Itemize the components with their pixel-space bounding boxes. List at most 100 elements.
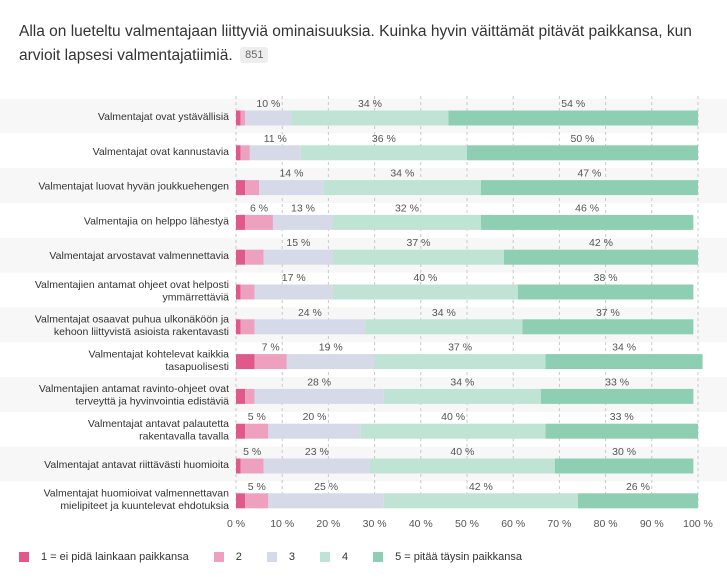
bar-segment: [369, 458, 555, 474]
data-label: 33 %: [610, 411, 634, 423]
bar-segment: [249, 145, 301, 161]
bar-segment: [522, 319, 694, 335]
bar-segment: [577, 493, 698, 509]
bar-segment: [374, 354, 546, 370]
bar-segment: [245, 423, 269, 439]
data-label: 14 %: [279, 168, 303, 180]
bar-segment: [236, 110, 241, 126]
bar-segment: [245, 493, 269, 509]
bar-segment: [245, 110, 292, 126]
legend-swatch: [319, 552, 330, 562]
x-tick-label: 80 %: [594, 518, 618, 530]
data-label: 6 %: [250, 202, 268, 214]
data-label: 42 %: [469, 481, 493, 493]
category-label: Valmentajat luovat hyvän joukkuehengen: [38, 181, 229, 193]
data-label: 38 %: [594, 272, 618, 284]
bar-segment: [236, 214, 246, 230]
bar-segment: [236, 388, 246, 404]
bar-segment: [333, 249, 504, 265]
bar-segment: [245, 214, 273, 230]
bar-segment: [263, 249, 334, 265]
bar-segment: [360, 423, 546, 439]
bar-segment: [240, 145, 250, 161]
data-label: 11 %: [264, 133, 287, 145]
bar-segment: [240, 284, 255, 300]
x-tick-label: 40 %: [409, 518, 433, 530]
x-tick-label: 70 %: [547, 518, 571, 530]
data-label: 26 %: [626, 481, 650, 493]
chart-title: Alla on lueteltu valmentajaan liittyviä …: [19, 23, 692, 64]
data-label: 34 %: [612, 342, 636, 354]
data-label: 54 %: [561, 98, 585, 110]
data-label: 15 %: [286, 237, 310, 249]
legend-swatch: [213, 552, 224, 562]
legend-swatch: [266, 552, 277, 562]
bar-segment: [245, 180, 260, 196]
bar-segment: [480, 180, 698, 196]
x-tick-label: 10 %: [270, 518, 294, 530]
data-label: 46 %: [575, 202, 599, 214]
data-label: 5 %: [248, 481, 266, 493]
x-tick-label: 50 %: [455, 518, 479, 530]
bar-segment: [236, 354, 255, 370]
legend-item: 4: [319, 551, 349, 563]
legend-label: 2: [235, 551, 242, 563]
bar-segment: [240, 458, 264, 474]
data-label: 19 %: [319, 342, 343, 354]
x-tick-label: 30 %: [363, 518, 387, 530]
category-label: Valmentajat antavat palautetta rakentaval…: [88, 418, 229, 443]
data-label: 40 %: [441, 411, 465, 423]
bar-segment: [300, 145, 467, 161]
category-label: Valmentajien antamat ohjeet ovat helpost…: [35, 279, 229, 304]
bar-segment: [236, 249, 246, 265]
bar-segment: [545, 423, 698, 439]
category-label: Valmentajia on helppo lähestyä: [84, 215, 229, 227]
bar-segment: [236, 423, 246, 439]
category-label: Valmentajat ovat kannustavia: [93, 146, 230, 158]
bar-segment: [245, 249, 264, 265]
bar-segment: [236, 180, 246, 196]
legend-item: 2: [213, 551, 242, 563]
bar-segment: [333, 284, 518, 300]
response-count-badge: 851: [240, 47, 269, 63]
data-label: 20 %: [303, 411, 327, 423]
bar-segment: [365, 319, 523, 335]
legend-swatch: [373, 552, 384, 562]
category-label: Valmentajat huomioivat valmennettavan mie…: [44, 488, 230, 513]
data-label: 33 %: [605, 376, 629, 388]
data-label: 37 %: [448, 342, 472, 354]
data-label: 36 %: [372, 133, 396, 145]
bar-segment: [236, 319, 241, 335]
bar-segment: [540, 388, 694, 404]
x-tick-label: 60 %: [501, 518, 525, 530]
bar-segment: [236, 284, 241, 300]
bar-segment: [263, 458, 370, 474]
data-label: 42 %: [589, 237, 613, 249]
legend-item: 3: [266, 551, 295, 563]
data-label: 5 %: [248, 411, 266, 423]
category-label: Valmentajat ovat ystävällisiä: [98, 111, 229, 123]
bar-segment: [554, 458, 694, 474]
data-label: 37 %: [596, 307, 620, 319]
bar-segment: [383, 388, 541, 404]
bar-segment: [240, 319, 255, 335]
data-label: 23 %: [305, 446, 329, 458]
chart-legend: 1 = ei pidä lainkaan paikkansa 2 3 4 5 = pit…: [19, 551, 547, 563]
legend-label: 5 = pitää täysin paikkansa: [395, 551, 522, 563]
bar-segment: [254, 284, 334, 300]
bar-segment: [333, 214, 481, 230]
legend-label: 4: [341, 551, 349, 563]
x-tick-label: 20 %: [316, 518, 340, 530]
bar-segment: [254, 319, 366, 335]
category-label: Valmentajat arvostavat valmennettavia: [49, 250, 229, 262]
bar-segment: [236, 458, 241, 474]
x-tick-label: 100 %: [683, 518, 713, 530]
data-label: 47 %: [577, 168, 601, 180]
category-label: Valmentajat kohtelevat kaikkia tasapuolis…: [89, 348, 230, 373]
stacked-bar-chart: Valmentajat ovat ystävällisiä 10 % 34 % 54 …: [34, 96, 713, 530]
bar-segment: [268, 423, 361, 439]
data-label: 37 %: [407, 237, 431, 249]
chart-title-block: Alla on lueteltu valmentajaan liittyviä …: [19, 20, 719, 68]
legend-item: 1 = ei pidä lainkaan paikkansa: [19, 551, 189, 563]
bar-segment: [291, 110, 449, 126]
